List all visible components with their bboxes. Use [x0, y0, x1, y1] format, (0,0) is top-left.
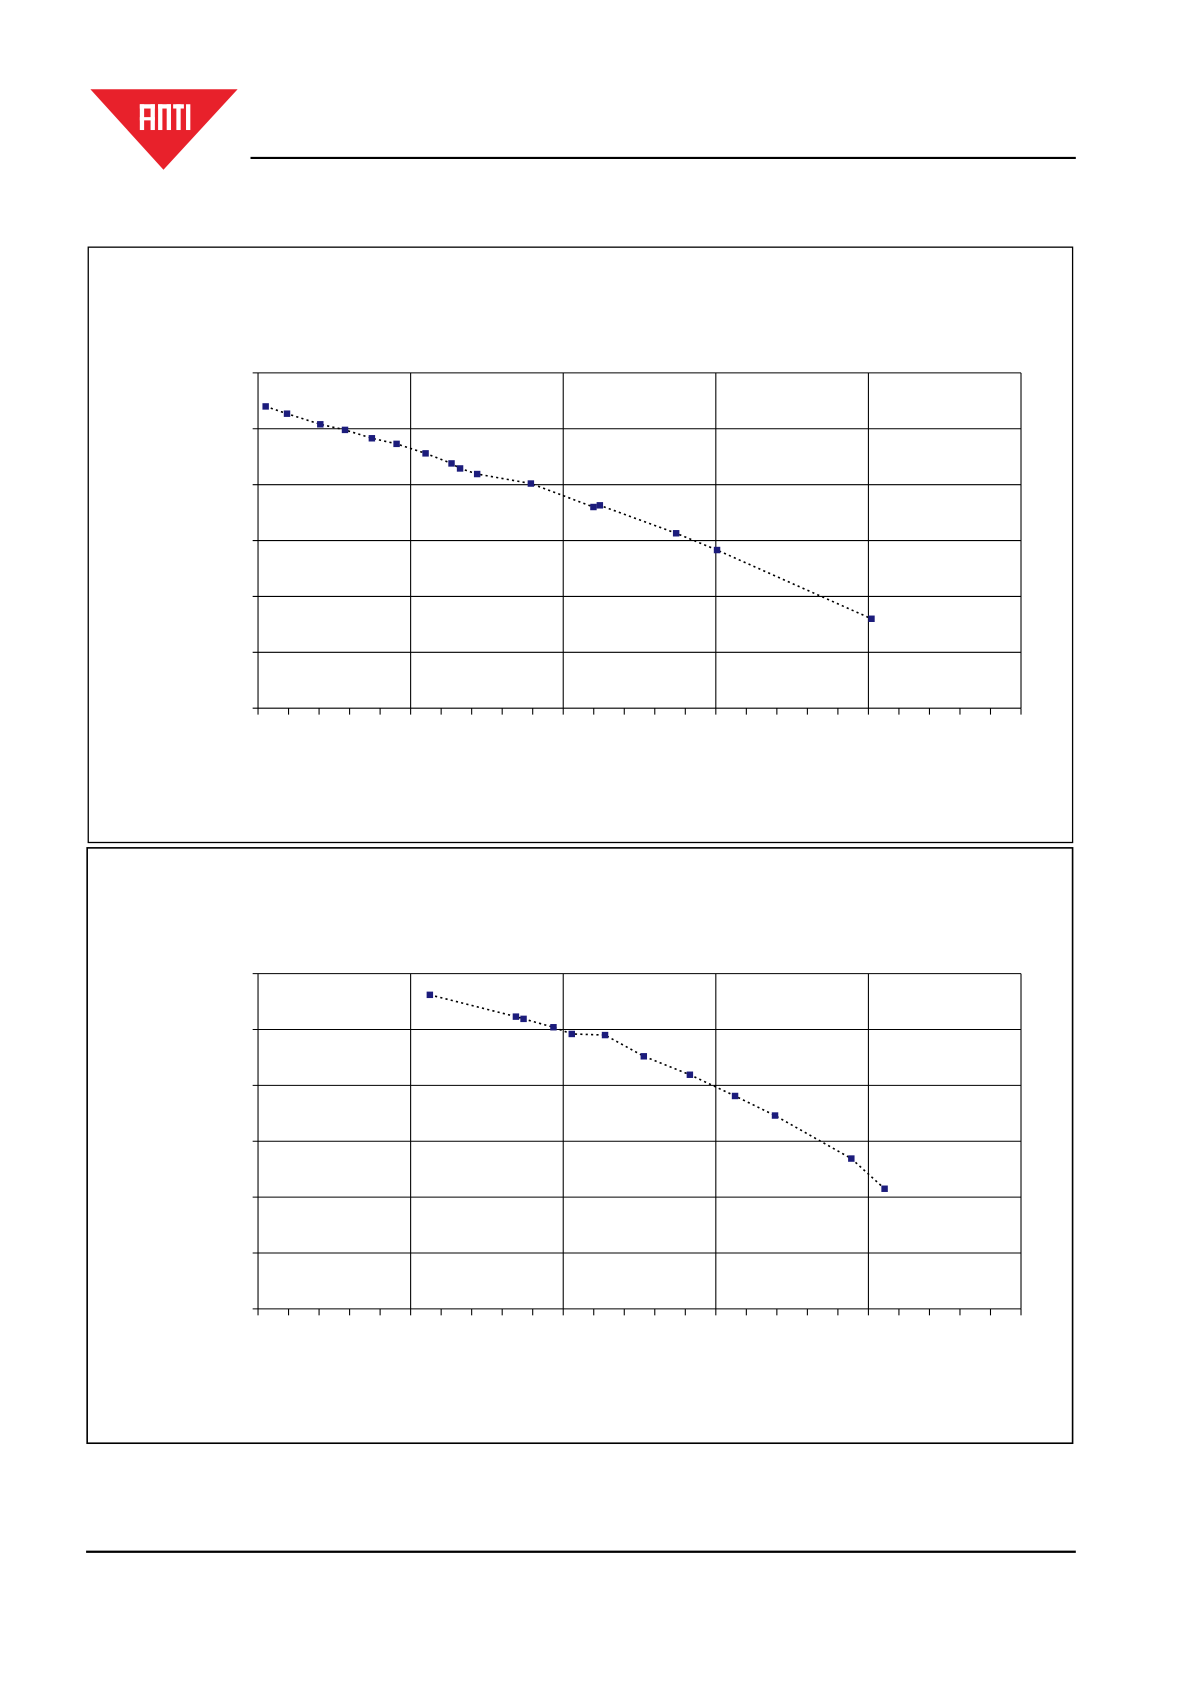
data-point — [393, 440, 400, 448]
data-point — [672, 530, 680, 537]
trend-line — [265, 405, 872, 620]
data-point — [640, 1053, 648, 1060]
data-point — [473, 470, 481, 478]
logo-triangle — [90, 89, 238, 170]
data-point — [596, 502, 604, 509]
data-point — [731, 1092, 739, 1100]
data-point — [881, 1185, 888, 1192]
data-point — [317, 421, 324, 428]
data-point — [426, 991, 434, 999]
data-point — [550, 1024, 557, 1031]
trend-line — [429, 994, 886, 1190]
data-point — [527, 480, 535, 487]
logo — [90, 89, 238, 170]
data-point — [422, 450, 429, 457]
chart-frame — [87, 246, 1074, 844]
data-point — [448, 460, 455, 467]
chart-frame — [86, 847, 1074, 1445]
data-point — [341, 426, 349, 434]
logo-letters — [139, 104, 191, 131]
data-point — [262, 403, 269, 410]
data-point — [601, 1031, 609, 1039]
data-point — [713, 546, 721, 554]
data-point — [848, 1155, 855, 1162]
data-point — [456, 465, 464, 472]
data-point — [520, 1015, 527, 1023]
data-point — [771, 1112, 779, 1119]
data-point — [568, 1030, 575, 1038]
data-point — [368, 435, 376, 442]
data-point — [283, 410, 291, 417]
data-point — [590, 503, 597, 511]
data-point — [512, 1013, 520, 1020]
data-point — [686, 1071, 694, 1078]
data-point — [868, 615, 875, 622]
